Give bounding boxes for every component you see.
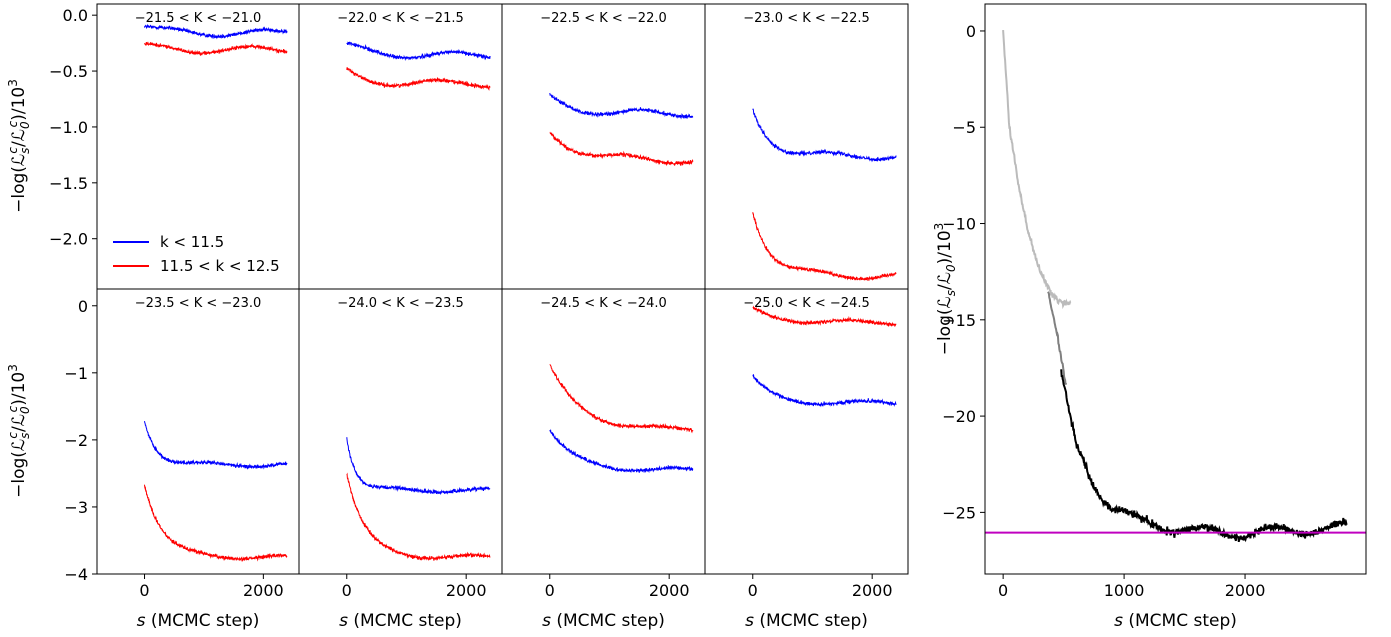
panel-3: −22.5 < K < −22.0 — [501, 3, 706, 290]
panel-4: −23.0 < K < −22.5 — [704, 3, 909, 290]
series-line-red — [549, 131, 694, 167]
x-tick-label: 0 — [748, 581, 758, 600]
panel-frame — [501, 3, 706, 290]
series-line-blue — [549, 428, 694, 474]
y-tick-label: −1 — [64, 364, 88, 383]
x-tick-label: 1000 — [1104, 581, 1145, 600]
series-line-red — [144, 484, 288, 562]
panel-frame — [704, 288, 909, 575]
y-tick-label: −15 — [942, 311, 976, 330]
y-tick-label: 0.0 — [63, 6, 88, 25]
series-line-blue — [752, 374, 897, 408]
series-line-red — [549, 364, 694, 434]
y-tick-label: −20 — [942, 407, 976, 426]
series-line-blue — [144, 23, 288, 40]
series-line-blue — [346, 41, 491, 62]
panel-frame — [984, 3, 1367, 575]
series-line-red — [752, 305, 897, 328]
legend-label: k < 11.5 — [160, 233, 224, 251]
panel-frame — [501, 288, 706, 575]
x-tick-label: 0 — [545, 581, 555, 600]
panel-title: −24.0 < K < −23.5 — [337, 296, 464, 311]
y-axis-label: −log(ℒsc/ℒ0c)/103 — [6, 79, 32, 213]
y-tick-label: −4 — [64, 565, 88, 584]
series-line-red — [752, 212, 897, 282]
panel-title: −23.0 < K < −22.5 — [743, 11, 870, 26]
legend: k < 11.5 11.5 < k < 12.5 — [113, 233, 280, 275]
y-tick-label: 0 — [78, 297, 88, 316]
series-line-red — [144, 41, 288, 56]
y-tick-label: −2.0 — [49, 230, 88, 249]
y-tick-label: 0 — [966, 22, 976, 41]
series-line-blue — [346, 437, 491, 496]
chain-line-2 — [1047, 291, 1067, 385]
x-tick-label: 0 — [342, 581, 352, 600]
y-axis-label: −log(ℒs/ℒ0)/103 — [932, 223, 958, 356]
panel-title: −24.5 < K < −24.0 — [540, 296, 667, 311]
series-line-blue — [549, 92, 694, 120]
y-axis-label: −log(ℒsc/ℒ0c)/103 — [6, 364, 32, 498]
y-tick-label: −3 — [64, 498, 88, 517]
x-axis-label: s (MCMC step) — [1114, 611, 1237, 631]
y-tick-label: −1.0 — [49, 118, 88, 137]
panel-5: −23.5 < K < −23.0 0 2000 0 −1 −2 −3 −4 — [64, 288, 300, 600]
series-line-blue — [752, 108, 897, 163]
x-axis-label: s (MCMC step) — [542, 611, 665, 631]
panel-8: −25.0 < K < −24.5 0 2000 — [704, 288, 909, 600]
panel-6: −24.0 < K < −23.5 0 2000 — [298, 288, 503, 600]
panel-title: −22.5 < K < −22.0 — [540, 11, 667, 26]
panel-title: −23.5 < K < −23.0 — [135, 296, 262, 311]
panel-1: −21.5 < K < −21.0 0.0 −0.5 −1.0 −1.5 −2.0 — [49, 3, 300, 290]
x-tick-label: 2000 — [649, 581, 690, 600]
panel-frame — [704, 3, 909, 290]
legend-label: 11.5 < k < 12.5 — [160, 257, 280, 275]
y-tick-label: −5 — [952, 118, 976, 137]
panel-frame — [298, 3, 503, 290]
chain-line-3 — [1060, 369, 1348, 543]
x-tick-label: 2000 — [243, 581, 284, 600]
panel-frame — [298, 288, 503, 575]
panel-7: −24.5 < K < −24.0 0 2000 — [501, 288, 706, 600]
x-tick-label: 0 — [998, 581, 1008, 600]
x-tick-label: 2000 — [852, 581, 893, 600]
x-axis-label: s (MCMC step) — [745, 611, 868, 631]
x-tick-label: 2000 — [1225, 581, 1266, 600]
panel-frame — [96, 288, 300, 575]
panel-title: −25.0 < K < −24.5 — [743, 296, 870, 311]
panel-title: −22.0 < K < −21.5 — [337, 11, 464, 26]
x-tick-label: 0 — [139, 581, 149, 600]
y-tick-label: −0.5 — [49, 62, 88, 81]
series-line-red — [346, 67, 491, 91]
panel-title: −21.5 < K < −21.0 — [135, 11, 262, 26]
x-tick-label: 2000 — [446, 581, 487, 600]
x-axis-label: s (MCMC step) — [137, 611, 260, 631]
series-line-blue — [144, 421, 288, 470]
chain-line-1 — [1002, 30, 1072, 310]
y-tick-label: −10 — [942, 215, 976, 234]
x-axis-label: s (MCMC step) — [339, 611, 462, 631]
panel-2: −22.0 < K < −21.5 — [298, 3, 503, 290]
right-panel: 0 1000 2000 0 −5 −10 −15 −20 −25 s (MCMC step) −lo… — [932, 3, 1367, 631]
y-tick-label: −2 — [64, 431, 88, 450]
series-line-red — [346, 472, 491, 562]
y-tick-label: −25 — [942, 503, 976, 522]
y-tick-label: −1.5 — [49, 174, 88, 193]
